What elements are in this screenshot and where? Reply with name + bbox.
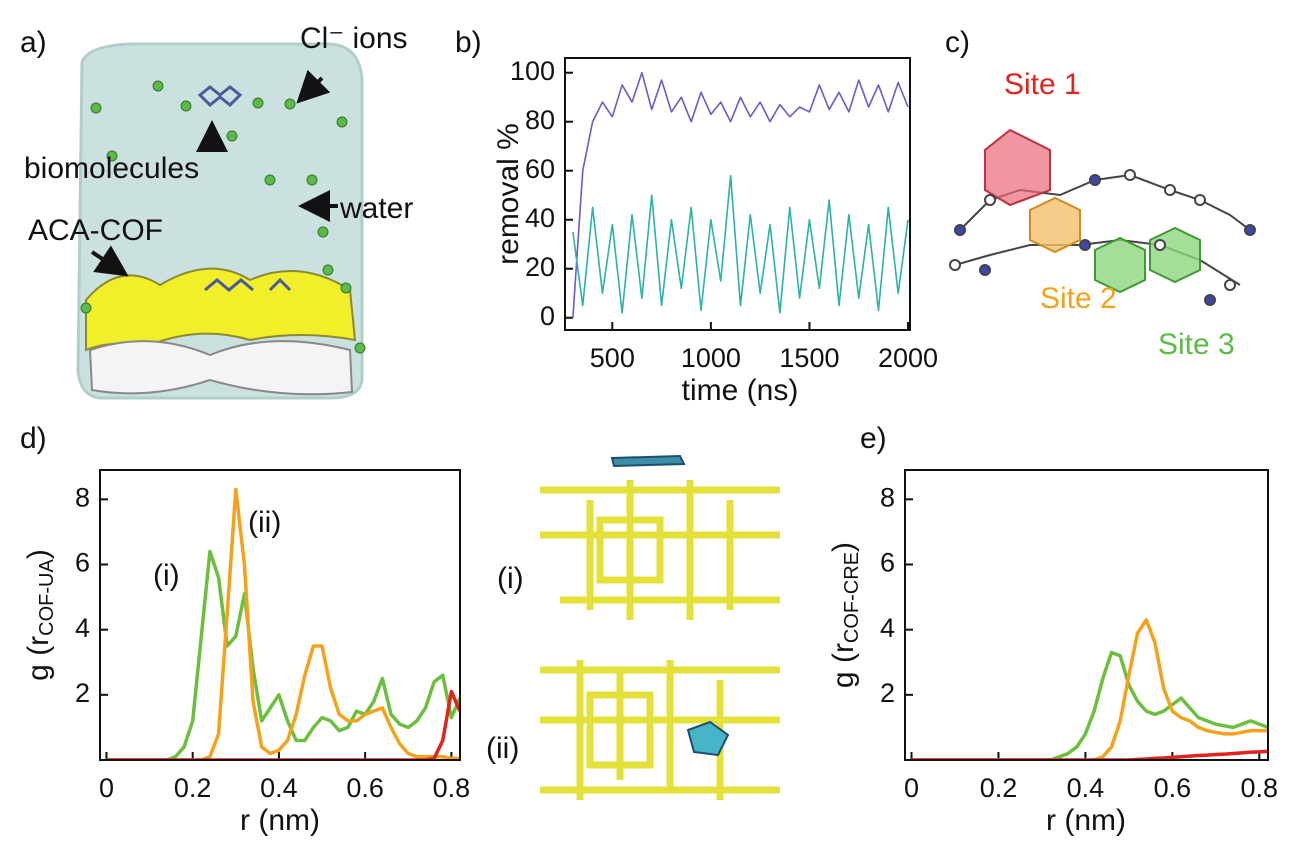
x-tick-label: 500 [590, 343, 635, 373]
data-line [911, 650, 1268, 760]
site-label: Site 3 [1158, 328, 1235, 361]
y-axis-title: removal % [492, 123, 525, 265]
y-tick-label: 20 [525, 252, 555, 282]
data-line [911, 749, 1268, 760]
site-label: Site 1 [1004, 68, 1081, 101]
annotation: Cl⁻ ions [300, 22, 408, 55]
y-axis-title-part: ) [827, 542, 860, 552]
molecule [686, 720, 730, 757]
panel-label: e) [860, 422, 887, 455]
x-tick-label: 0.2 [174, 773, 212, 803]
plot-frame [99, 469, 461, 761]
y-tick-label: 4 [880, 613, 895, 643]
x-tick-label: 0.4 [260, 773, 298, 803]
y-tick-label: 40 [525, 203, 555, 233]
data-line [106, 487, 460, 760]
x-tick-label: 0 [904, 773, 919, 803]
x-tick-label: 0.6 [346, 773, 384, 803]
x-axis-title: r (nm) [1046, 804, 1126, 837]
panel-label: d) [20, 422, 47, 455]
y-tick-label: 2 [880, 678, 895, 708]
y-axis-title-part: g (r [827, 643, 860, 688]
x-tick-label: 0.8 [433, 773, 471, 803]
y-tick-label: 60 [525, 154, 555, 184]
simulation-box [76, 42, 366, 400]
plot-area [911, 618, 1268, 760]
molecule [949, 128, 1256, 306]
y-tick-label: 80 [525, 105, 555, 135]
snapshot-label: (i) [497, 562, 524, 595]
snapshot [540, 480, 780, 800]
y-tick-label: 8 [880, 482, 895, 512]
x-axis-title: r (nm) [240, 804, 320, 837]
data-line [572, 174, 909, 314]
x-tick-label: 1000 [681, 343, 741, 373]
snapshot-label: (ii) [486, 732, 519, 765]
annotation: biomolecules [24, 152, 199, 185]
x-tick-label: 0.4 [1067, 773, 1105, 803]
y-tick-label: 4 [75, 613, 90, 643]
y-tick-label: 8 [75, 482, 90, 512]
x-tick-label: 0.2 [980, 773, 1018, 803]
data-line [106, 549, 460, 760]
plot-area [572, 71, 909, 318]
y-tick-label: 2 [75, 678, 90, 708]
panel-label: a) [20, 26, 47, 59]
data-line [911, 618, 1268, 760]
plot-frame [904, 469, 1269, 761]
y-axis-title-part: removal % [492, 123, 525, 265]
y-tick-label: 0 [540, 301, 555, 331]
annotation: (ii) [248, 506, 281, 539]
molecule [610, 454, 686, 468]
x-tick-label: 1500 [779, 343, 839, 373]
x-tick-label: 0.8 [1241, 773, 1279, 803]
plot-frame [564, 57, 911, 331]
y-axis-title: g (rCOF-CRE) [827, 542, 863, 688]
y-axis-title-part: ) [22, 549, 55, 559]
x-tick-label: 0.6 [1154, 773, 1192, 803]
panel-label: c) [945, 26, 970, 59]
panel-label: b) [455, 26, 482, 59]
y-tick-label: 6 [75, 548, 90, 578]
x-tick-label: 0 [99, 773, 114, 803]
annotation: (i) [153, 559, 180, 592]
plot-area [106, 487, 460, 760]
x-axis-title: time (ns) [682, 374, 799, 407]
y-axis-title-part: COF-CRE [841, 552, 863, 643]
y-tick-label: 100 [510, 56, 555, 86]
y-axis-title-part: COF-UA [36, 559, 58, 636]
y-axis-title-part: g (r [22, 636, 55, 681]
x-tick-label: 2000 [878, 343, 938, 373]
annotation: water [339, 192, 413, 225]
data-line [572, 71, 909, 318]
annotation: ACA-COF [28, 214, 163, 247]
y-tick-label: 6 [880, 548, 895, 578]
site-label: Site 2 [1040, 282, 1117, 315]
y-axis-title: g (rCOF-UA) [22, 549, 58, 681]
